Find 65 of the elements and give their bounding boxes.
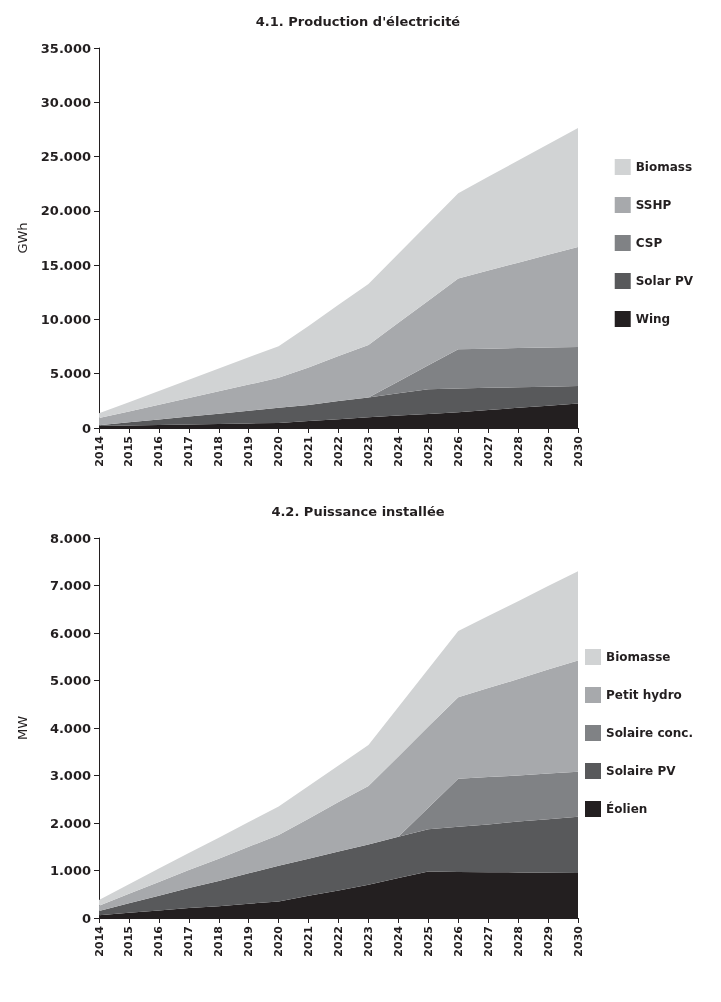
legend-label: Petit hydro bbox=[605, 688, 682, 702]
y-tick-label: 7.000 bbox=[49, 578, 91, 593]
legend-label: SSHP bbox=[635, 198, 672, 212]
y-tick-label: 5.000 bbox=[49, 673, 91, 688]
y-tick-label: 3.000 bbox=[49, 768, 91, 783]
y-tick-label: 30.000 bbox=[40, 94, 91, 110]
y-tick-label: 15.000 bbox=[40, 257, 91, 273]
x-tick-label: 2030 bbox=[571, 925, 585, 957]
legend-label: Solaire PV bbox=[605, 764, 677, 778]
chart-title: 4.1. Production d'électricité bbox=[255, 14, 461, 29]
legend-label: Éolien bbox=[605, 801, 648, 816]
y-tick-label: 4.000 bbox=[49, 720, 91, 736]
x-tick-label: 2027 bbox=[481, 436, 495, 467]
x-tick-label: 2029 bbox=[541, 436, 555, 467]
y-tick-label: 2.000 bbox=[49, 815, 91, 831]
x-tick-label: 2018 bbox=[212, 926, 226, 957]
x-tick-label: 2027 bbox=[481, 926, 495, 957]
x-tick-label: 2015 bbox=[122, 926, 136, 957]
x-tick-label: 2019 bbox=[242, 926, 256, 957]
x-tick-label: 2017 bbox=[182, 436, 196, 467]
y-axis-title: GWh bbox=[15, 222, 30, 254]
y-tick-label: 10.000 bbox=[40, 311, 91, 327]
legend-label: Solar PV bbox=[635, 274, 694, 288]
x-tick-label: 2014 bbox=[92, 925, 106, 957]
x-tick-label: 2019 bbox=[242, 436, 256, 467]
x-tick-label: 2024 bbox=[391, 435, 405, 467]
y-tick-label: 35.000 bbox=[40, 40, 91, 56]
chart-title: 4.2. Puissance installée bbox=[271, 504, 445, 519]
x-tick-label: 2025 bbox=[421, 926, 435, 957]
y-tick-label: 20.000 bbox=[40, 203, 91, 219]
legend-label: Solaire conc. bbox=[605, 726, 694, 740]
x-tick-label: 2022 bbox=[332, 926, 345, 957]
x-tick-label: 2020 bbox=[272, 435, 286, 467]
x-tick-label: 2026 bbox=[451, 925, 465, 957]
x-tick-label: 2016 bbox=[152, 435, 166, 467]
x-tick-label: 2021 bbox=[302, 436, 316, 467]
x-tick-label: 2030 bbox=[571, 435, 585, 467]
x-tick-label: 2024 bbox=[391, 925, 405, 957]
x-tick-label: 2021 bbox=[302, 926, 316, 957]
legend-label: Biomass bbox=[635, 160, 693, 174]
x-tick-label: 2028 bbox=[511, 436, 525, 467]
legend-label: CSP bbox=[635, 236, 663, 250]
x-tick-label: 2014 bbox=[92, 435, 106, 467]
x-tick-label: 2020 bbox=[272, 925, 286, 957]
y-tick-label: 25.000 bbox=[40, 149, 91, 165]
x-tick-label: 2018 bbox=[212, 436, 226, 467]
x-tick-label: 2023 bbox=[361, 436, 375, 467]
legend-label: Biomasse bbox=[605, 650, 671, 664]
x-tick-label: 2025 bbox=[421, 436, 435, 467]
y-tick-label: 0 bbox=[81, 420, 91, 436]
y-tick-label: 5.000 bbox=[49, 366, 91, 382]
x-tick-label: 2028 bbox=[511, 926, 525, 957]
legend-label: Wing bbox=[635, 312, 671, 326]
x-tick-label: 2026 bbox=[451, 435, 465, 467]
x-tick-label: 2016 bbox=[152, 925, 166, 957]
y-tick-label: 0 bbox=[81, 910, 91, 926]
y-tick-label: 1.000 bbox=[49, 863, 91, 878]
y-tick-label: 6.000 bbox=[49, 625, 91, 641]
y-tick-label: 8.000 bbox=[49, 530, 91, 546]
x-tick-label: 2022 bbox=[332, 436, 345, 467]
x-tick-label: 2015 bbox=[122, 436, 136, 467]
x-tick-label: 2017 bbox=[182, 926, 196, 957]
y-axis-title: MW bbox=[15, 715, 30, 741]
x-tick-label: 2023 bbox=[361, 926, 375, 957]
x-tick-label: 2029 bbox=[541, 926, 555, 957]
